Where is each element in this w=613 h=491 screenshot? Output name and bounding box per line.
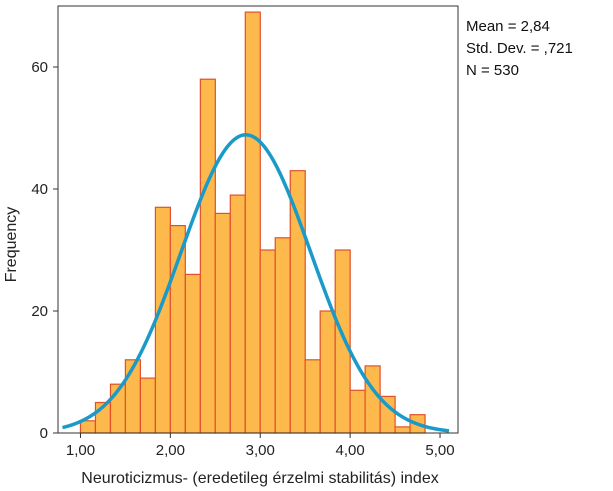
x-axis-ticks: 1,00 2,00 3,00 4,00 5,00 <box>66 433 455 459</box>
y-tick-label: 0 <box>40 425 48 442</box>
histogram-bar <box>214 212 231 434</box>
histogram-bar <box>154 206 171 434</box>
histogram-bar <box>184 273 201 434</box>
stats-std-dev: Std. Dev. = ,721 <box>466 40 573 57</box>
normal-curve <box>62 133 450 433</box>
y-tick-label: 40 <box>31 181 48 198</box>
x-tick-label: 3,00 <box>246 442 275 459</box>
histogram-bar <box>364 365 381 434</box>
histogram-bar <box>274 237 291 434</box>
x-tick-label: 1,00 <box>66 442 95 459</box>
stats-mean: Mean = 2,84 <box>466 18 550 35</box>
histogram-bar <box>289 170 306 434</box>
histogram-bar <box>79 420 97 434</box>
histogram-bar <box>139 377 156 434</box>
x-tick-label: 5,00 <box>425 442 454 459</box>
histogram-bar <box>394 426 411 434</box>
histogram-bar <box>244 11 261 434</box>
stats-n: N = 530 <box>466 62 519 79</box>
y-tick-label: 20 <box>31 303 48 320</box>
histogram-bar <box>259 249 276 434</box>
y-axis-title: Frequency <box>3 207 20 283</box>
x-axis-title: Neuroticizmus- (eredetileg érzelmi stabi… <box>81 470 438 487</box>
histogram-bar <box>334 249 351 434</box>
histogram-bar <box>349 389 366 434</box>
plot-frame <box>57 5 459 434</box>
histogram-bar <box>319 310 336 434</box>
y-axis-ticks: 0 20 40 60 <box>31 59 58 442</box>
histogram-bar <box>199 78 216 434</box>
x-tick-label: 4,00 <box>336 442 365 459</box>
histogram-bar <box>229 194 246 434</box>
bars-layer <box>79 11 426 434</box>
histogram-bar <box>304 359 321 434</box>
y-tick-label: 60 <box>31 59 48 76</box>
x-tick-label: 2,00 <box>156 442 185 459</box>
